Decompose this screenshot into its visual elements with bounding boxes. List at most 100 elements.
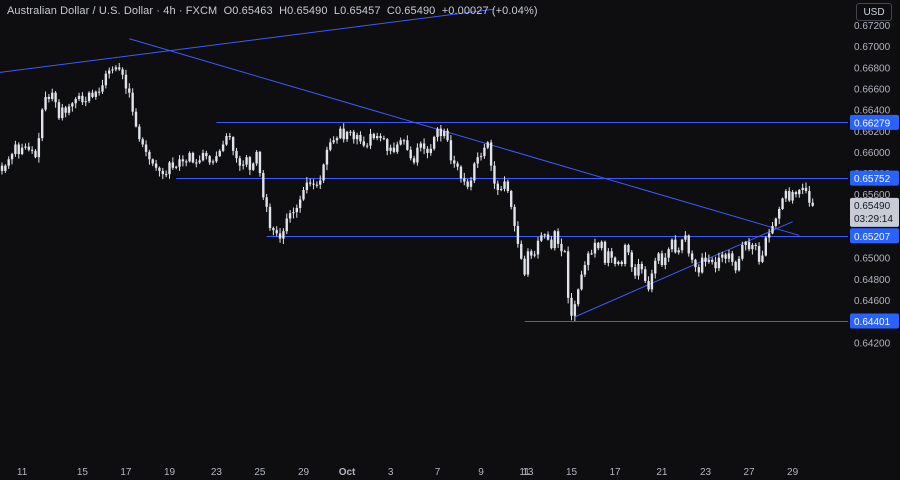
open-value: 0.65463 — [232, 5, 273, 17]
candle-body — [556, 231, 560, 244]
candle-body — [751, 244, 754, 250]
candle-body — [630, 252, 633, 268]
candle-body — [784, 191, 788, 199]
candle-body — [355, 134, 359, 140]
candle-body — [34, 150, 37, 158]
candle-body — [242, 164, 245, 166]
candle-body — [238, 158, 242, 166]
time-axis-label: 15 — [566, 467, 578, 478]
candle-body — [573, 304, 577, 316]
candle-body — [432, 137, 436, 149]
time-axis-label: 11 — [519, 467, 530, 478]
candle-body — [81, 95, 84, 103]
candle-body — [67, 106, 71, 113]
candle-body — [476, 157, 479, 164]
candle-body — [426, 148, 429, 153]
candle-body — [312, 183, 315, 185]
candle-body — [282, 231, 285, 239]
candle-body — [141, 139, 144, 145]
candle-body — [208, 156, 211, 163]
candle-body — [309, 182, 312, 184]
candle-body — [610, 251, 613, 258]
candle-body — [583, 265, 587, 275]
time-axis-label: 11 — [17, 467, 28, 478]
time-axis-label: 7 — [435, 467, 441, 478]
candle-body — [268, 206, 272, 229]
candle-body — [44, 96, 47, 110]
time-axis-label: 17 — [120, 467, 132, 478]
candle-body — [158, 167, 161, 171]
level-price-tag — [850, 114, 899, 130]
candle-body — [30, 149, 34, 151]
candle-body — [51, 92, 54, 100]
candle-body — [292, 212, 295, 214]
candle-body — [154, 163, 158, 168]
candle-body — [305, 182, 309, 190]
candle-body — [211, 161, 215, 163]
candle-body — [225, 136, 228, 145]
candle-body — [453, 160, 456, 164]
candle-body — [57, 102, 61, 119]
candle-body — [101, 85, 104, 92]
candle-body — [104, 73, 108, 86]
candle-body — [412, 158, 416, 163]
candle-body — [235, 150, 238, 159]
price-axis-label: 0.66400 — [854, 106, 891, 117]
close-label: C — [386, 5, 395, 17]
candle-body — [188, 152, 191, 162]
candle-body — [546, 234, 550, 240]
candle-body — [325, 149, 329, 165]
candle-body — [64, 107, 67, 113]
high-label: H — [279, 5, 288, 17]
candle-body — [496, 183, 499, 190]
candle-body — [54, 92, 57, 103]
candle-body — [171, 162, 175, 168]
candle-body — [791, 192, 794, 201]
candle-body — [265, 197, 268, 207]
candle-body — [436, 128, 439, 138]
candle-body — [700, 257, 704, 273]
candle-body — [667, 249, 670, 258]
currency-button[interactable]: USD — [856, 3, 892, 21]
level-price-label: 0.66279 — [854, 118, 891, 129]
candle-body — [386, 139, 389, 151]
candle-body — [684, 235, 687, 240]
candle-body — [503, 181, 506, 189]
candle-body — [185, 161, 188, 163]
candle-body — [543, 234, 546, 236]
candle-body — [111, 69, 114, 71]
candle-body — [660, 253, 664, 266]
candle-body — [647, 280, 650, 290]
candle-body — [248, 157, 252, 170]
candle-body — [131, 92, 134, 112]
candle-body — [489, 142, 493, 166]
candle-body — [0, 165, 4, 171]
price-axis-label: 0.64600 — [854, 296, 891, 307]
symbol-title: Australian Dollar / U.S. Dollar · 4h · F… — [7, 5, 218, 17]
candle-body — [794, 192, 798, 195]
candle-body — [499, 188, 503, 190]
trendline — [574, 221, 793, 318]
candle-body — [613, 257, 617, 264]
candle-body — [195, 162, 198, 164]
candle-body — [121, 69, 124, 75]
candle-body — [362, 141, 365, 146]
level-price-label: 0.65752 — [854, 174, 891, 185]
candle-body — [677, 250, 680, 253]
candle-body — [577, 289, 580, 305]
candle-body — [20, 147, 24, 155]
candle-body — [731, 253, 734, 262]
trendline — [0, 8, 495, 73]
candle-body — [533, 254, 536, 256]
candle-body — [536, 240, 540, 255]
time-axis-label: 13 — [522, 467, 534, 478]
candle-body — [372, 133, 376, 139]
candle-body — [540, 235, 543, 241]
candle-body — [587, 253, 590, 266]
price-axis-label: 0.65000 — [854, 254, 891, 265]
candle-body — [633, 267, 637, 276]
candle-body — [376, 136, 379, 139]
candle-body — [657, 253, 660, 261]
candle-body — [804, 187, 808, 192]
